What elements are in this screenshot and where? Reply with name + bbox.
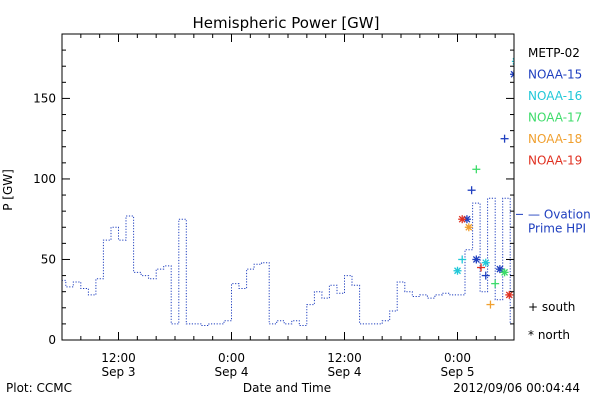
x-tick-date-label: Sep 4: [214, 365, 248, 379]
data-point-noaa-17-south: [529, 194, 537, 202]
data-point-noaa-15-south: [595, 304, 600, 312]
legend-entry-metp-02: METP-02: [528, 46, 580, 60]
data-point-noaa-16-north: [482, 259, 490, 267]
data-point-noaa-16-north: [567, 320, 575, 328]
legend: METP-02 NOAA-15 NOAA-16 NOAA-17 NOAA-18 NOAA-…: [516, 46, 591, 342]
legend-entry-noaa-18: NOAA-18: [528, 132, 582, 146]
chart-title: Hemispheric Power [GW]: [193, 14, 380, 32]
legend-entry-noaa-16: NOAA-16: [528, 89, 582, 103]
data-point-noaa-16-north: [548, 275, 556, 283]
data-point-noaa-17-south: [595, 323, 600, 331]
data-point-noaa-16-north: [512, 57, 520, 65]
y-tick-label: 50: [41, 252, 56, 266]
plot-timestamp: 2012/09/06 00:04:44: [453, 381, 580, 395]
x-tick-date-label: Sep 4: [327, 365, 361, 379]
ovation-line: [6, 198, 600, 330]
data-point-noaa-16-south: [576, 307, 584, 315]
x-tick-time-label: 12:00: [327, 351, 362, 365]
data-point-noaa-15-south: [515, 143, 523, 151]
legend-entry-noaa-15: NOAA-15: [528, 68, 582, 82]
y-tick-label: 0: [48, 333, 56, 347]
x-tick-time-label: 0:00: [444, 351, 471, 365]
y-axis-label: P [GW]: [1, 169, 15, 211]
data-point-noaa-19-south: [581, 288, 589, 296]
data-point-noaa-17-south: [472, 165, 480, 173]
ovation-label: — Ovation: [528, 207, 591, 221]
data-point-noaa-15-south: [552, 260, 560, 268]
plot-frame: [62, 34, 514, 340]
data-point-noaa-18-south: [538, 278, 546, 286]
data-point-noaa-19-north: [571, 272, 579, 280]
x-tick-date-label: Sep 3: [101, 365, 135, 379]
data-point-noaa-19-south: [548, 267, 556, 275]
legend-entry-noaa-19: NOAA-19: [528, 154, 582, 168]
data-point-noaa-15-south: [501, 135, 509, 143]
data-point-noaa-15-north: [472, 255, 480, 263]
data-point-noaa-17-south: [491, 280, 499, 288]
marker-legend-north: * north: [528, 328, 570, 342]
x-tick-time-label: 12:00: [101, 351, 136, 365]
y-tick-label: 150: [33, 91, 56, 105]
data-point-noaa-16-north: [454, 267, 462, 275]
data-point-noaa-17-north: [543, 288, 551, 296]
data-point-noaa-19-south: [526, 175, 534, 183]
x-axis-label: Date and Time: [243, 381, 331, 395]
data-point-noaa-19-north: [458, 215, 466, 223]
data-point-noaa-16-south: [538, 175, 546, 183]
x-tick-time-label: 0:00: [218, 351, 245, 365]
data-point-noaa-15-north: [576, 317, 584, 325]
data-point-noaa-18-south: [590, 312, 598, 320]
ovation-series: [6, 198, 600, 330]
plot-credit: Plot: CCMC: [6, 381, 72, 395]
y-tick-label: 100: [33, 172, 56, 186]
data-point-noaa-17-north: [585, 320, 593, 328]
data-point-noaa-15-north: [519, 244, 527, 252]
data-point-noaa-15-south: [482, 272, 490, 280]
data-point-noaa-18-north: [519, 291, 527, 299]
x-tick-date-label: Sep 5: [440, 365, 474, 379]
marker-legend-south: + south: [528, 300, 575, 314]
data-point-noaa-18-south: [486, 301, 494, 309]
data-point-noaa-16-south: [534, 199, 542, 207]
legend-entry-noaa-17: NOAA-17: [528, 111, 582, 125]
data-point-noaa-17-north: [501, 268, 509, 276]
data-point-noaa-18-north: [465, 223, 473, 231]
ovation-label-line2: Prime HPI: [528, 221, 586, 235]
data-point-noaa-15-south: [468, 186, 476, 194]
